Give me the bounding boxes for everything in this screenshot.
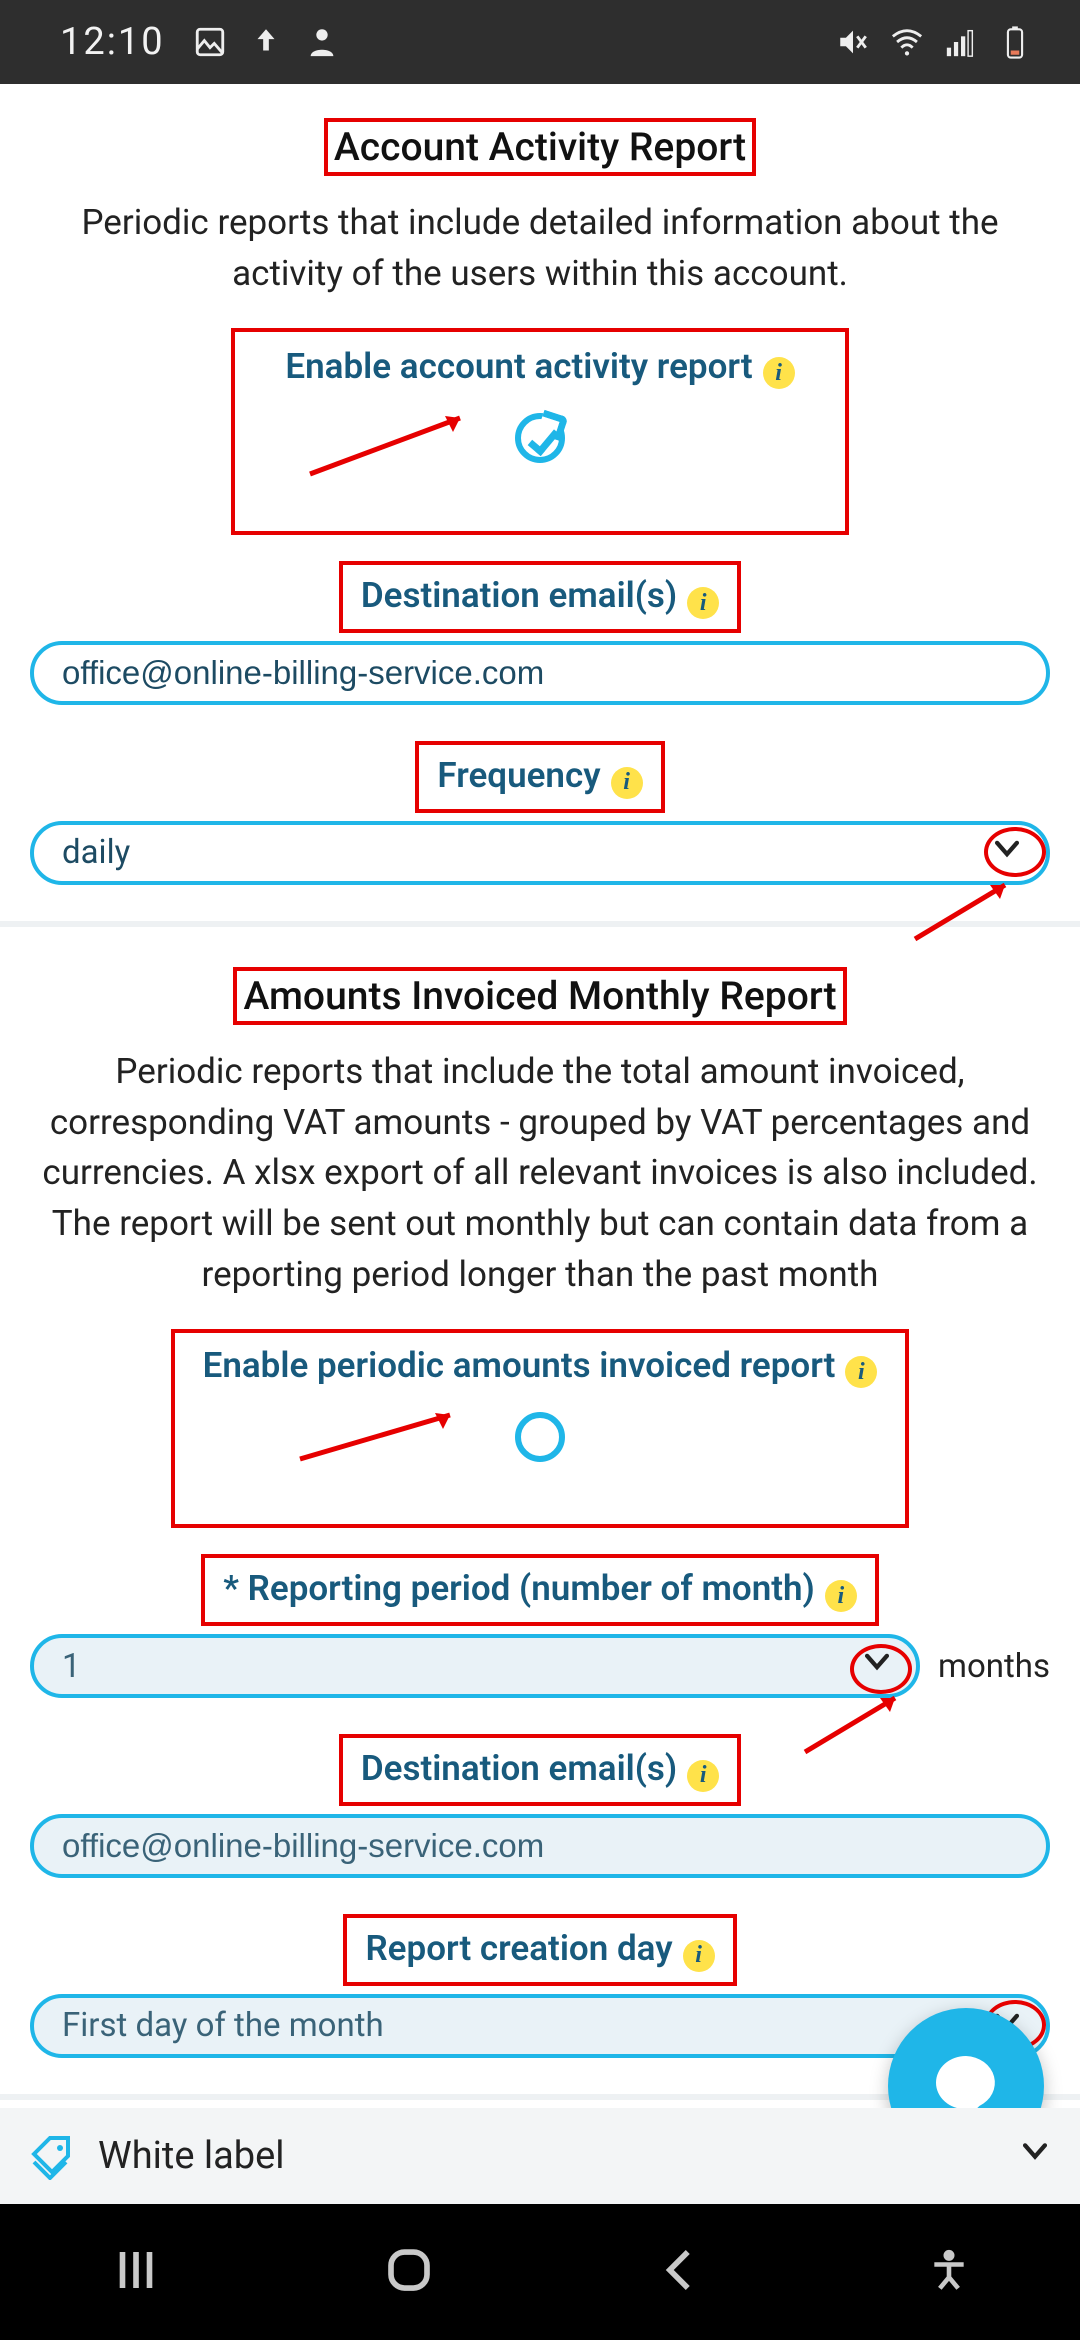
android-navbar: [0, 2204, 1080, 2340]
info-icon[interactable]: i: [687, 587, 719, 619]
dest-email-label: Destination email(s): [361, 575, 677, 616]
frequency-select-wrap: daily: [30, 821, 1050, 885]
chevron-down-icon: [860, 1645, 894, 1688]
period-select-wrap: 1 months: [30, 1634, 1050, 1698]
dest-email-highlight: Destination email(s) i: [339, 561, 741, 633]
annotation-arrow: [305, 402, 485, 482]
period-select[interactable]: 1: [30, 1634, 920, 1698]
period-suffix: months: [938, 1647, 1050, 1686]
section2-desc: Periodic reports that include the total …: [38, 1047, 1042, 1301]
white-label-text: White label: [98, 2134, 285, 2178]
period-label: * Reporting period (number of month): [223, 1568, 815, 1609]
section1-desc: Periodic reports that include detailed i…: [38, 198, 1042, 300]
tag-icon: [28, 2132, 76, 2180]
upload-icon: [249, 25, 283, 59]
info-icon[interactable]: i: [683, 1940, 715, 1972]
back-button[interactable]: [654, 2243, 708, 2301]
person-icon: [305, 25, 339, 59]
enable-activity-checkbox[interactable]: [515, 413, 565, 463]
enable-invoiced-label: Enable periodic amounts invoiced report: [203, 1345, 836, 1386]
dest-email-input[interactable]: [30, 641, 1050, 705]
dest-email2-label: Destination email(s): [361, 1748, 677, 1789]
image-icon: [193, 25, 227, 59]
chevron-down-icon: [990, 831, 1024, 874]
mute-icon: [836, 25, 870, 59]
report-day-highlight: Report creation day i: [343, 1914, 736, 1986]
enable-invoiced-highlight: Enable periodic amounts invoiced report …: [171, 1329, 910, 1529]
info-icon[interactable]: i: [611, 767, 643, 799]
frequency-value: daily: [62, 833, 130, 872]
info-icon[interactable]: i: [687, 1760, 719, 1792]
accessibility-button[interactable]: [927, 2248, 971, 2296]
home-button[interactable]: [382, 2243, 436, 2301]
statusbar-left: 12:10: [60, 20, 339, 64]
white-label-row[interactable]: White label: [0, 2108, 1080, 2204]
report-day-label: Report creation day: [365, 1928, 672, 1969]
statusbar-right: [836, 25, 1032, 59]
annotation-arrow: [800, 1690, 910, 1760]
info-icon[interactable]: i: [845, 1356, 877, 1388]
recent-apps-button[interactable]: [109, 2243, 163, 2301]
enable-activity-highlight: Enable account activity report i: [231, 328, 848, 536]
frequency-highlight: Frequency i: [415, 741, 664, 813]
dest-email2-highlight: Destination email(s) i: [339, 1734, 741, 1806]
enable-invoiced-checkbox[interactable]: [515, 1412, 565, 1462]
android-statusbar: 12:10: [0, 0, 1080, 84]
main-content: Account Activity Report Periodic reports…: [0, 84, 1080, 2270]
chevron-down-icon: [1018, 2134, 1052, 2178]
period-value: 1: [62, 1647, 81, 1686]
section2-title: Amounts Invoiced Monthly Report: [233, 967, 846, 1025]
info-icon[interactable]: i: [825, 1580, 857, 1612]
frequency-label: Frequency: [437, 755, 600, 796]
period-highlight: * Reporting period (number of month) i: [201, 1554, 879, 1626]
wifi-icon: [890, 25, 924, 59]
section1-title: Account Activity Report: [324, 118, 756, 176]
signal-icon: [944, 25, 978, 59]
enable-activity-label: Enable account activity report: [285, 346, 752, 387]
annotation-arrow: [910, 877, 1020, 947]
report-day-value: First day of the month: [62, 2006, 384, 2045]
dest-email2-input[interactable]: [30, 1814, 1050, 1878]
statusbar-time: 12:10: [60, 20, 165, 64]
info-icon[interactable]: i: [763, 357, 795, 389]
annotation-arrow: [295, 1399, 475, 1469]
frequency-select[interactable]: daily: [30, 821, 1050, 885]
battery-icon: [998, 25, 1032, 59]
